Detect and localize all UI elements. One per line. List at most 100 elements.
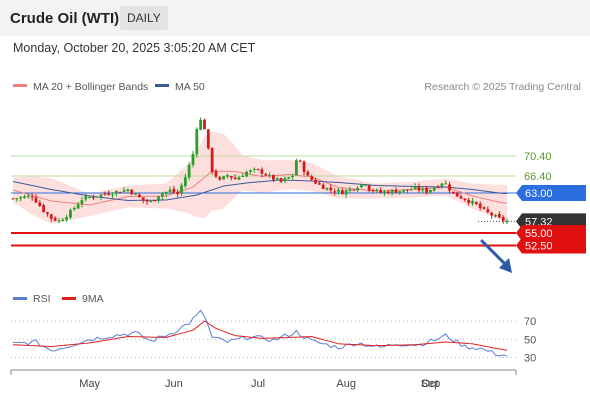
candle <box>69 208 72 220</box>
candle <box>46 211 49 217</box>
candle <box>153 199 157 202</box>
candle <box>287 176 291 180</box>
candle <box>363 184 367 187</box>
candle <box>118 191 122 193</box>
svg-text:66.40: 66.40 <box>524 171 552 183</box>
candle <box>448 181 451 194</box>
candle <box>421 187 425 194</box>
candle <box>237 175 241 180</box>
candle <box>111 192 114 199</box>
candle <box>317 181 321 185</box>
candle <box>390 189 394 196</box>
candle <box>95 196 99 199</box>
candle <box>99 194 103 201</box>
svg-text:70.40: 70.40 <box>524 151 552 163</box>
candle <box>409 186 413 191</box>
ma20-line <box>12 170 507 206</box>
candle <box>482 206 486 210</box>
candle <box>23 194 26 199</box>
svg-text:52.50: 52.50 <box>525 241 553 253</box>
candle <box>375 188 379 194</box>
candle <box>348 186 352 194</box>
candle <box>30 193 34 201</box>
candle <box>233 174 237 180</box>
candle <box>187 162 191 181</box>
candle <box>467 197 471 206</box>
candle <box>65 214 69 223</box>
candle <box>157 196 160 203</box>
candlesticks <box>11 117 509 224</box>
ma20-legend-label: MA 20 + Bollinger Bands <box>33 81 148 93</box>
candle <box>275 177 279 181</box>
candle <box>92 194 95 201</box>
candle <box>298 159 302 163</box>
candle <box>325 187 329 191</box>
candle <box>413 183 417 190</box>
chart-header: Crude Oil (WTI) DAILY <box>0 0 590 36</box>
candle <box>360 184 363 189</box>
candle <box>191 150 195 168</box>
rsi-line <box>12 309 508 357</box>
candle <box>241 173 245 178</box>
candle <box>352 189 356 192</box>
candle <box>195 127 199 158</box>
rsi-ma-line <box>12 320 508 351</box>
candle <box>42 203 46 213</box>
candle <box>122 187 126 193</box>
candle <box>268 172 271 178</box>
candle <box>34 194 38 204</box>
x-tick-label: Aug <box>336 378 356 390</box>
candle <box>306 169 310 176</box>
candle <box>218 176 222 181</box>
candle <box>291 173 294 180</box>
candle <box>494 213 497 218</box>
rsi-ma-legend-label: 9MA <box>82 293 104 305</box>
candle <box>302 160 306 176</box>
candle <box>432 186 436 192</box>
svg-text:55.00: 55.00 <box>525 228 553 240</box>
candle <box>183 173 187 189</box>
candle <box>474 201 478 206</box>
ma20-legend-swatch <box>13 84 27 87</box>
ma50-line <box>12 179 507 202</box>
svg-text:63.00: 63.00 <box>525 188 553 200</box>
candle <box>164 191 168 198</box>
candle <box>160 191 164 200</box>
candle <box>398 191 402 195</box>
rsi-panel: 70 50 30 <box>11 309 536 364</box>
candle <box>76 201 80 209</box>
candle <box>260 167 264 178</box>
candle <box>272 174 275 183</box>
candle <box>337 187 340 195</box>
ma50-legend-swatch <box>155 84 169 87</box>
candle <box>383 189 386 196</box>
chart-datetime: Monday, October 20, 2025 3:05:20 AM CET <box>13 41 256 55</box>
candle <box>114 190 118 197</box>
candle <box>321 183 325 189</box>
candle <box>294 158 298 176</box>
level-label-66.40: 66.40 <box>524 171 552 183</box>
candle <box>226 173 229 179</box>
candle <box>471 197 474 206</box>
candle <box>53 216 57 222</box>
candle <box>252 167 256 173</box>
candle <box>333 188 337 196</box>
bollinger-bands <box>13 131 507 224</box>
candle <box>222 175 226 180</box>
candle <box>314 177 317 185</box>
instrument-title: Crude Oil (WTI) <box>10 10 120 27</box>
candle <box>497 211 501 219</box>
candle <box>26 193 30 199</box>
candle <box>145 198 149 205</box>
level-label-63.00: 63.00 <box>516 185 586 201</box>
bollinger-band-area <box>13 131 507 224</box>
candle <box>455 192 459 197</box>
candle <box>490 211 494 219</box>
period-selector[interactable]: DAILY <box>120 6 168 30</box>
candle <box>440 182 444 189</box>
candle <box>126 188 130 193</box>
candle <box>137 193 141 198</box>
candle <box>149 200 153 203</box>
